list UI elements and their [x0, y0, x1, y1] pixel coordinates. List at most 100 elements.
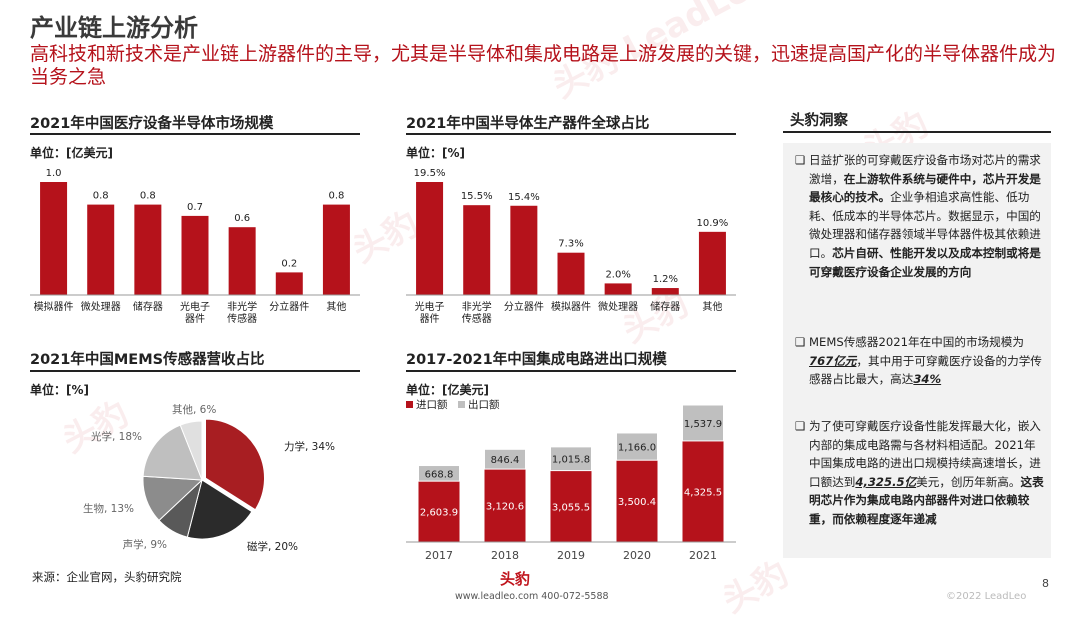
chart2-value-label: 2.0% — [605, 269, 630, 280]
chart4-legend-swatch — [406, 401, 413, 408]
chart4-bar-import — [682, 440, 724, 542]
chart4-value-label: 3,120.6 — [486, 502, 524, 513]
chart2-category-label: 器件 — [420, 313, 440, 325]
chart1-category-label: 微处理器 — [81, 300, 121, 313]
chart4-bar-import — [484, 469, 526, 542]
chart1-category-label: 传感器 — [227, 312, 257, 325]
chart2-category-label: 光电子 — [415, 300, 445, 313]
insight-item: ❑ MEMS传感器2021年在中国的市场规模为 767亿元，其中用于可穿戴医疗设备的… — [795, 333, 1045, 389]
chart4-value-label: 1,015.8 — [552, 455, 590, 466]
insight-rule — [783, 131, 1051, 133]
source-note: 来源：企业官网，头豹研究院 — [32, 570, 182, 584]
chart2-category-label: 储存器 — [650, 300, 680, 313]
insight-text: 这表明芯片作为集成电路内部器件对进口依赖较重，而依赖程度逐年递减 — [809, 474, 1044, 526]
chart4-category-label: 2020 — [623, 549, 651, 562]
insight-text: 日益扩张的可穿戴医疗设备市场对芯片的需求激增， — [809, 153, 1041, 186]
chart1-bar — [87, 204, 115, 295]
chart1-value-label: 0.8 — [328, 191, 344, 202]
chart1-bar — [228, 227, 256, 295]
chart2-title: 2021年中国半导体生产器件全球占比 — [406, 116, 650, 132]
chart1-value-label: 0.8 — [93, 191, 109, 202]
chart2-bar — [463, 205, 491, 295]
chart2-value-label: 15.5% — [461, 191, 493, 202]
chart1-category-label: 模拟器件 — [34, 300, 74, 313]
insight-text: 4,325.5亿 — [855, 474, 917, 489]
chart4-category-label: 2017 — [425, 549, 453, 562]
chart1-rule — [30, 133, 360, 135]
chart2-bar — [557, 252, 585, 295]
chart2-bar — [510, 205, 538, 295]
chart2-value-label: 7.3% — [558, 239, 583, 250]
insight-text: MEMS传感器2021年在中国的市场规模为 — [809, 335, 1024, 349]
page-subtitle: 高科技和新技术是产业链上游器件的主导，尤其是半导体和集成电路是上游发展的关键，迅… — [30, 43, 1057, 88]
chart2-category-label: 模拟器件 — [551, 300, 591, 313]
insight-text: ，其中用于可穿戴医疗设备的力学传感器占比最大，高达 — [809, 353, 1042, 387]
chart4-legend-label: 出口额 — [468, 398, 500, 411]
chart4-legend-label: 进口额 — [416, 398, 448, 411]
chart2-value-label: 19.5% — [414, 168, 446, 179]
chart1-bar — [134, 204, 162, 295]
chart4-category-label: 2021 — [689, 549, 717, 562]
chart4-title: 2017-2021年中国集成电路进出口规模 — [406, 352, 667, 368]
insight-item: ❑ 日益扩张的可穿戴医疗设备市场对芯片的需求激增，在上游软件系统与硬件中，芯片开发… — [795, 151, 1045, 281]
chart1-title: 2021年中国医疗设备半导体市场规模 — [30, 116, 274, 132]
chart2-value-label: 1.2% — [653, 274, 678, 285]
bullet-icon: ❑ — [795, 335, 806, 349]
chart1-category-label: 分立器件 — [269, 300, 309, 313]
chart1-category-label: 非光学 — [227, 300, 257, 313]
chart1-value-label: 1.0 — [46, 168, 62, 179]
chart1-value-label: 0.7 — [187, 202, 203, 213]
chart4-value-label: 4,325.5 — [684, 487, 722, 498]
chart2-value-label: 10.9% — [697, 218, 729, 229]
pie-label: 磁学, 20% — [247, 540, 298, 553]
chart4-bar-export — [484, 448, 526, 470]
chart2-rule — [406, 133, 736, 135]
copyright: ©2022 LeadLeo — [946, 591, 1027, 602]
chart1-unit: 单位：[亿美元] — [30, 146, 113, 160]
insight-title: 头豹洞察 — [790, 113, 848, 129]
chart4-value-label: 1,537.9 — [684, 419, 722, 430]
chart2-bar — [698, 231, 726, 295]
chart2-value-label: 15.4% — [508, 192, 540, 203]
page-number: 8 — [1042, 577, 1049, 590]
chart2-category-label: 其他 — [702, 300, 722, 313]
chart4-bar-import — [616, 460, 658, 542]
chart4-unit: 单位：[亿美元] — [406, 383, 489, 397]
insight-text: 美元，创历年新高。 — [916, 474, 1021, 489]
chart4-value-label: 3,055.5 — [552, 502, 590, 513]
insight-panel: ❑ 日益扩张的可穿戴医疗设备市场对芯片的需求激增，在上游软件系统与硬件中，芯片开发… — [783, 143, 1051, 558]
chart1-value-label: 0.6 — [234, 213, 250, 224]
chart1-value-label: 0.8 — [140, 191, 156, 202]
chart2-category-label: 分立器件 — [504, 300, 544, 313]
chart4-bar-import — [418, 481, 460, 542]
pie-label: 光学, 18% — [91, 430, 142, 443]
chart3-rule — [30, 370, 360, 372]
chart4-bar-export — [682, 404, 724, 442]
chart1-bar — [40, 182, 68, 295]
chart4-category-label: 2018 — [491, 549, 519, 562]
chart3-title: 2021年中国MEMS传感器营收占比 — [30, 352, 265, 368]
chart4-value-label: 1,166.0 — [618, 443, 656, 454]
chart2-category-label: 微处理器 — [598, 300, 638, 313]
page-title: 产业链上游分析 — [30, 14, 198, 42]
chart4-value-label: 846.4 — [491, 455, 520, 466]
chart2-bar — [604, 283, 632, 295]
chart4-bar-export — [550, 446, 592, 472]
chart4-value-label: 668.8 — [425, 469, 454, 480]
chart4-legend-swatch — [458, 401, 465, 408]
chart2-unit: 单位：[%] — [406, 146, 465, 160]
insight-text: 在上游软件系统与硬件中，芯片开发是最核心的技术。 — [809, 171, 1041, 205]
pie-label: 其他, 6% — [172, 403, 216, 416]
chart1-value-label: 0.2 — [281, 258, 297, 269]
insight-text: 芯片自研、性能开发以及成本控制或将是可穿戴医疗设备企业发展的方向 — [809, 245, 1041, 279]
chart1-bar — [322, 204, 350, 295]
pie-label: 生物, 13% — [83, 502, 134, 515]
chart4-value-label: 2,603.9 — [420, 508, 458, 519]
chart1-bar — [181, 215, 209, 295]
insight-text: 34% — [913, 372, 942, 387]
chart4-bar-export — [418, 465, 460, 482]
pie-slice-力学 — [205, 418, 265, 511]
pie-slice-其他 — [179, 420, 203, 481]
chart4-rule — [406, 370, 736, 372]
